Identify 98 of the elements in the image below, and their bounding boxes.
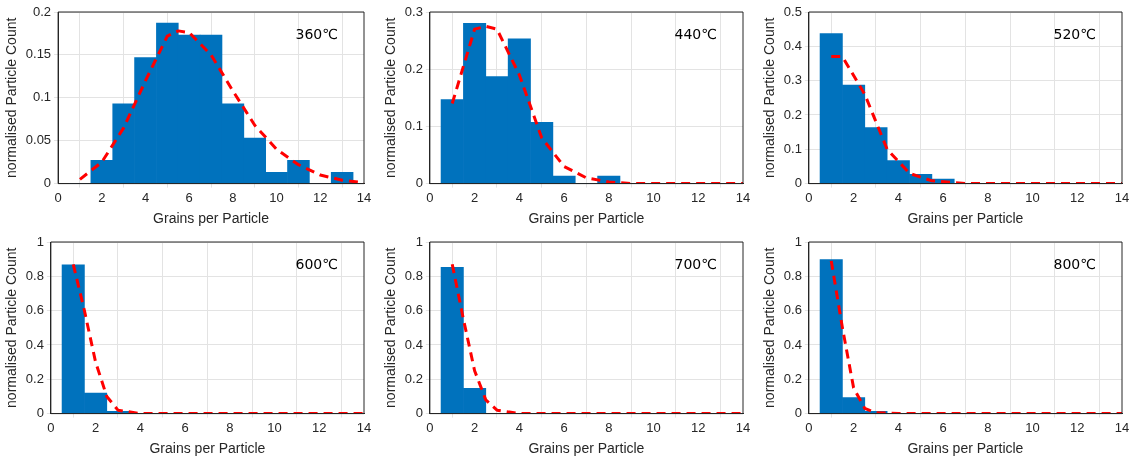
x-tick-label: 10 [1025, 189, 1040, 205]
y-tick-label: 0.2 [404, 370, 423, 386]
x-tick-label: 0 [54, 189, 62, 205]
y-tick-label: 0.15 [25, 46, 52, 62]
annotation: 600℃ [295, 255, 338, 272]
x-axis-title: Grains per Particle [153, 210, 270, 227]
y-tick-label: 0.2 [33, 3, 52, 19]
x-tick-label: 4 [515, 419, 523, 435]
x-tick-label: 12 [691, 419, 706, 435]
x-tick-label: 2 [849, 189, 858, 205]
y-tick-label: 0.8 [25, 267, 44, 283]
y-tick-label: 0.3 [783, 72, 802, 88]
x-tick-label: 14 [1114, 419, 1130, 435]
x-tick-label: 4 [141, 189, 150, 205]
y-tick-label: 0 [415, 175, 423, 191]
y-tick-label: 0.2 [25, 370, 44, 386]
x-tick-label: 2 [98, 189, 106, 205]
annotation: 360℃ [295, 25, 338, 42]
x-tick-label: 10 [269, 189, 284, 205]
y-tick-label: 0.4 [404, 336, 423, 352]
y-tick-label: 0.4 [783, 37, 802, 53]
y-tick-label: 0.6 [25, 302, 44, 318]
y-tick-label: 0.1 [33, 89, 52, 105]
y-tick-label: 0 [794, 405, 802, 421]
annotation: 800℃ [1053, 255, 1096, 272]
y-tick-label: 0.2 [404, 60, 423, 76]
x-tick-label: 2 [91, 419, 100, 435]
x-tick-label: 8 [984, 189, 992, 205]
x-tick-label: 8 [226, 419, 234, 435]
y-tick-label: 0.4 [25, 336, 44, 352]
y-tick-label: 0.8 [404, 267, 423, 283]
x-tick-label: 10 [646, 419, 661, 435]
x-tick-label: 10 [267, 419, 282, 435]
x-axis-title: Grains per Particle [528, 210, 645, 227]
y-tick-label: 0 [36, 405, 44, 421]
x-tick-label: 12 [1070, 419, 1085, 435]
x-tick-label: 4 [894, 419, 902, 435]
y-tick-label: 0.2 [783, 370, 802, 386]
y-tick-label: 1 [794, 233, 802, 249]
x-tick-label: 12 [312, 419, 327, 435]
x-tick-label: 6 [939, 189, 947, 205]
y-tick-label: 0 [415, 405, 423, 421]
y-axis-title: normalised Particle Count [761, 17, 778, 178]
x-tick-label: 10 [646, 189, 661, 205]
y-tick-label: 0.6 [783, 302, 802, 318]
x-tick-label: 10 [1025, 419, 1040, 435]
x-tick-label: 14 [1114, 189, 1130, 205]
x-tick-label: 4 [894, 189, 902, 205]
x-tick-label: 6 [939, 419, 947, 435]
y-tick-label: 0.1 [783, 140, 802, 156]
x-tick-label: 14 [356, 189, 372, 205]
y-tick-label: 0.1 [404, 117, 423, 133]
annotation: 440℃ [674, 25, 717, 42]
x-tick-label: 2 [470, 189, 479, 205]
y-axis-title: normalised Particle Count [382, 17, 399, 178]
x-tick-label: 6 [560, 419, 568, 435]
y-tick-label: 0.05 [25, 132, 52, 148]
x-tick-label: 0 [426, 189, 434, 205]
x-tick-label: 6 [185, 189, 193, 205]
x-tick-label: 12 [313, 189, 328, 205]
y-tick-label: 0.6 [404, 302, 423, 318]
x-axis-title: Grains per Particle [149, 440, 266, 457]
x-axis-title: Grains per Particle [907, 210, 1024, 227]
annotation: 700℃ [674, 255, 717, 272]
y-tick-label: 0 [43, 175, 52, 191]
y-tick-label: 0.4 [783, 336, 802, 352]
y-tick-label: 1 [36, 233, 44, 249]
x-tick-label: 4 [136, 419, 144, 435]
x-tick-label: 0 [805, 419, 813, 435]
x-tick-label: 12 [1070, 189, 1085, 205]
x-tick-label: 8 [984, 419, 992, 435]
x-tick-label: 14 [735, 189, 751, 205]
y-tick-label: 0.2 [783, 106, 802, 122]
y-tick-label: 0.5 [783, 3, 802, 19]
x-tick-label: 8 [605, 419, 613, 435]
y-tick-label: 0.8 [783, 267, 802, 283]
x-tick-label: 8 [229, 189, 237, 205]
x-tick-label: 6 [181, 419, 189, 435]
x-tick-label: 8 [605, 189, 613, 205]
y-axis-title: normalised Particle Count [382, 247, 399, 408]
annotation: 520℃ [1053, 25, 1096, 42]
x-tick-label: 4 [515, 189, 523, 205]
y-axis-title: normalised Particle Count [3, 17, 20, 178]
y-tick-label: 1 [415, 233, 423, 249]
x-tick-label: 14 [735, 419, 751, 435]
y-tick-label: 0 [794, 175, 802, 191]
x-tick-label: 2 [470, 419, 479, 435]
x-axis-title: Grains per Particle [907, 440, 1024, 457]
x-tick-label: 0 [426, 419, 434, 435]
x-tick-label: 12 [691, 189, 706, 205]
x-tick-label: 2 [849, 419, 858, 435]
y-axis-title: normalised Particle Count [3, 247, 20, 408]
y-axis-title: normalised Particle Count [761, 247, 778, 408]
x-axis-title: Grains per Particle [528, 440, 645, 457]
y-tick-label: 0.3 [404, 3, 423, 19]
x-tick-label: 14 [356, 419, 372, 435]
x-tick-label: 6 [560, 189, 568, 205]
x-tick-label: 0 [805, 189, 813, 205]
